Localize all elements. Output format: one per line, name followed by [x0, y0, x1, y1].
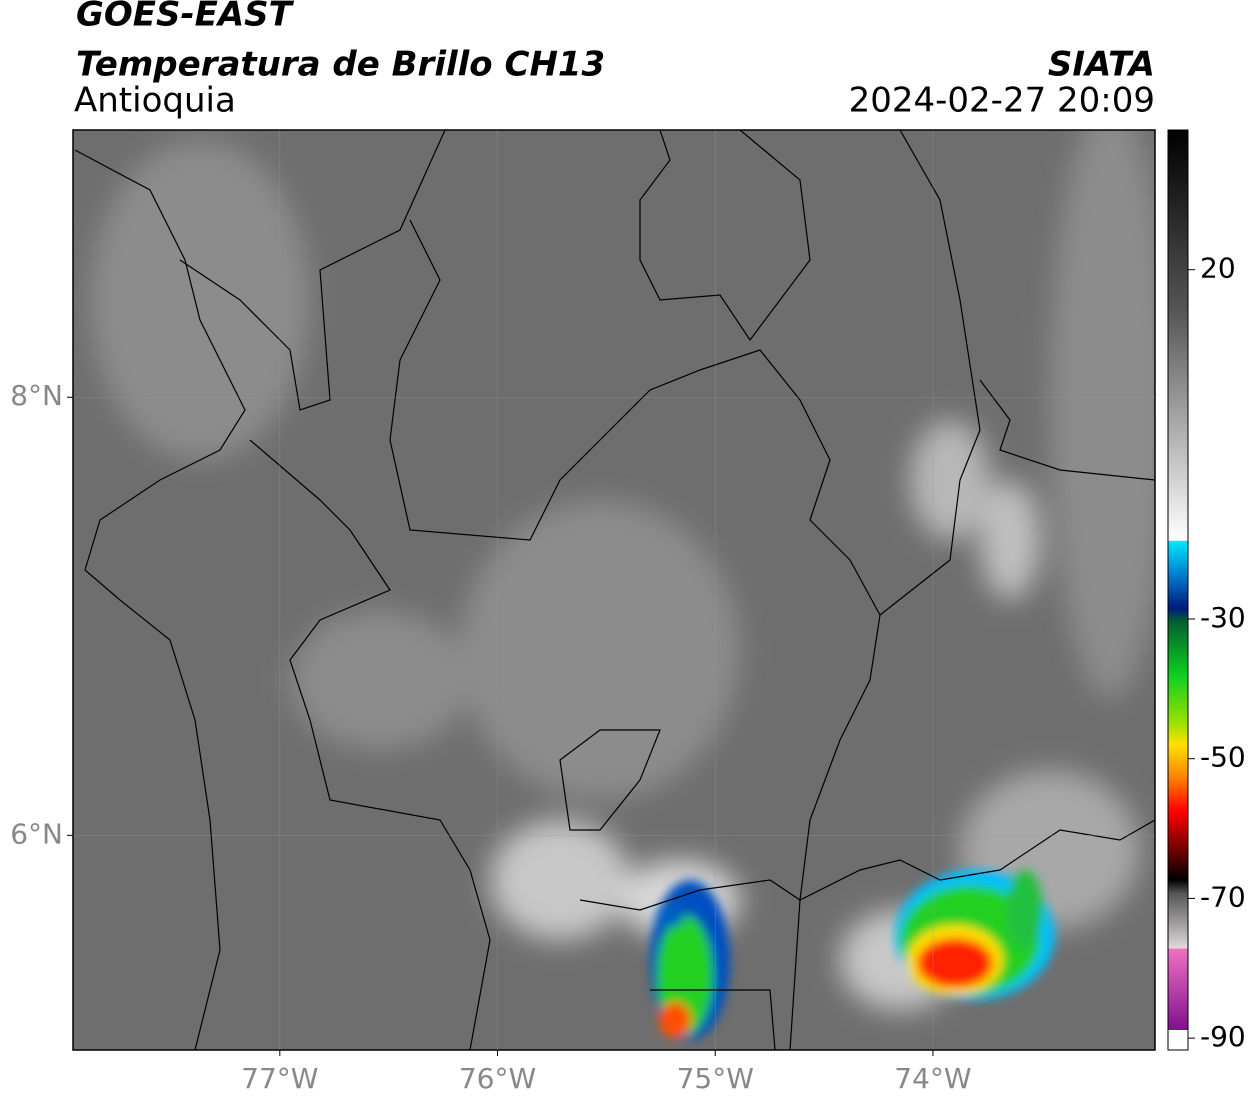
colorbar-frame — [1167, 129, 1189, 1051]
map-frame — [72, 129, 1156, 1051]
title: GOES-EAST — [76, 0, 295, 35]
datetime: 2024-02-27 20:09 — [849, 81, 1155, 121]
colorbar-tick-label: -70 — [1200, 880, 1246, 913]
map — [73, 130, 1155, 1050]
x-tick-label: 76°W — [459, 1062, 536, 1095]
colorbar-tick-label: -90 — [1200, 1020, 1246, 1053]
colorbar-tick-label: -30 — [1200, 601, 1246, 634]
colorbar-tick-label: -50 — [1200, 741, 1246, 774]
colorbar-tick-label: 20 — [1200, 252, 1236, 285]
region: Antioquia — [74, 81, 236, 121]
x-tick-label: 75°W — [677, 1062, 754, 1095]
y-tick-label: 8°N — [10, 379, 63, 412]
colorbar — [1168, 130, 1188, 1030]
source: SIATA — [1048, 45, 1155, 85]
y-tick-label: 6°N — [10, 817, 63, 850]
subtitle: Temperatura de Brillo CH13 — [76, 45, 605, 85]
colorbar-under — [1168, 1030, 1188, 1050]
x-tick-label: 77°W — [241, 1062, 318, 1095]
x-tick-label: 74°W — [894, 1062, 971, 1095]
